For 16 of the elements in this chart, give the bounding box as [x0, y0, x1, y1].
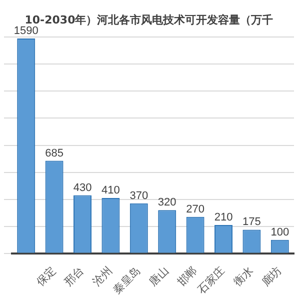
- data-label: 100: [270, 226, 290, 238]
- x-tick-label: 唐山: [146, 264, 172, 289]
- data-label: 270: [186, 203, 204, 216]
- data-label: 1590: [14, 25, 38, 38]
- data-label: 175: [242, 216, 261, 228]
- data-label: 430: [73, 182, 92, 194]
- data-label: 410: [102, 184, 120, 196]
- chart-title: 10-2030年）河北各市风电技术可开发容量（万千: [24, 13, 274, 26]
- data-label: 210: [214, 211, 233, 224]
- x-tick-label: 衡水: [231, 264, 256, 289]
- data-label: 685: [45, 147, 64, 160]
- data-label: 370: [130, 190, 148, 202]
- x-tick-label: 保定: [34, 264, 58, 289]
- data-label: 320: [158, 196, 176, 209]
- x-tick-label: 廊坊: [259, 264, 284, 289]
- x-tick-label: 邢台: [62, 264, 87, 289]
